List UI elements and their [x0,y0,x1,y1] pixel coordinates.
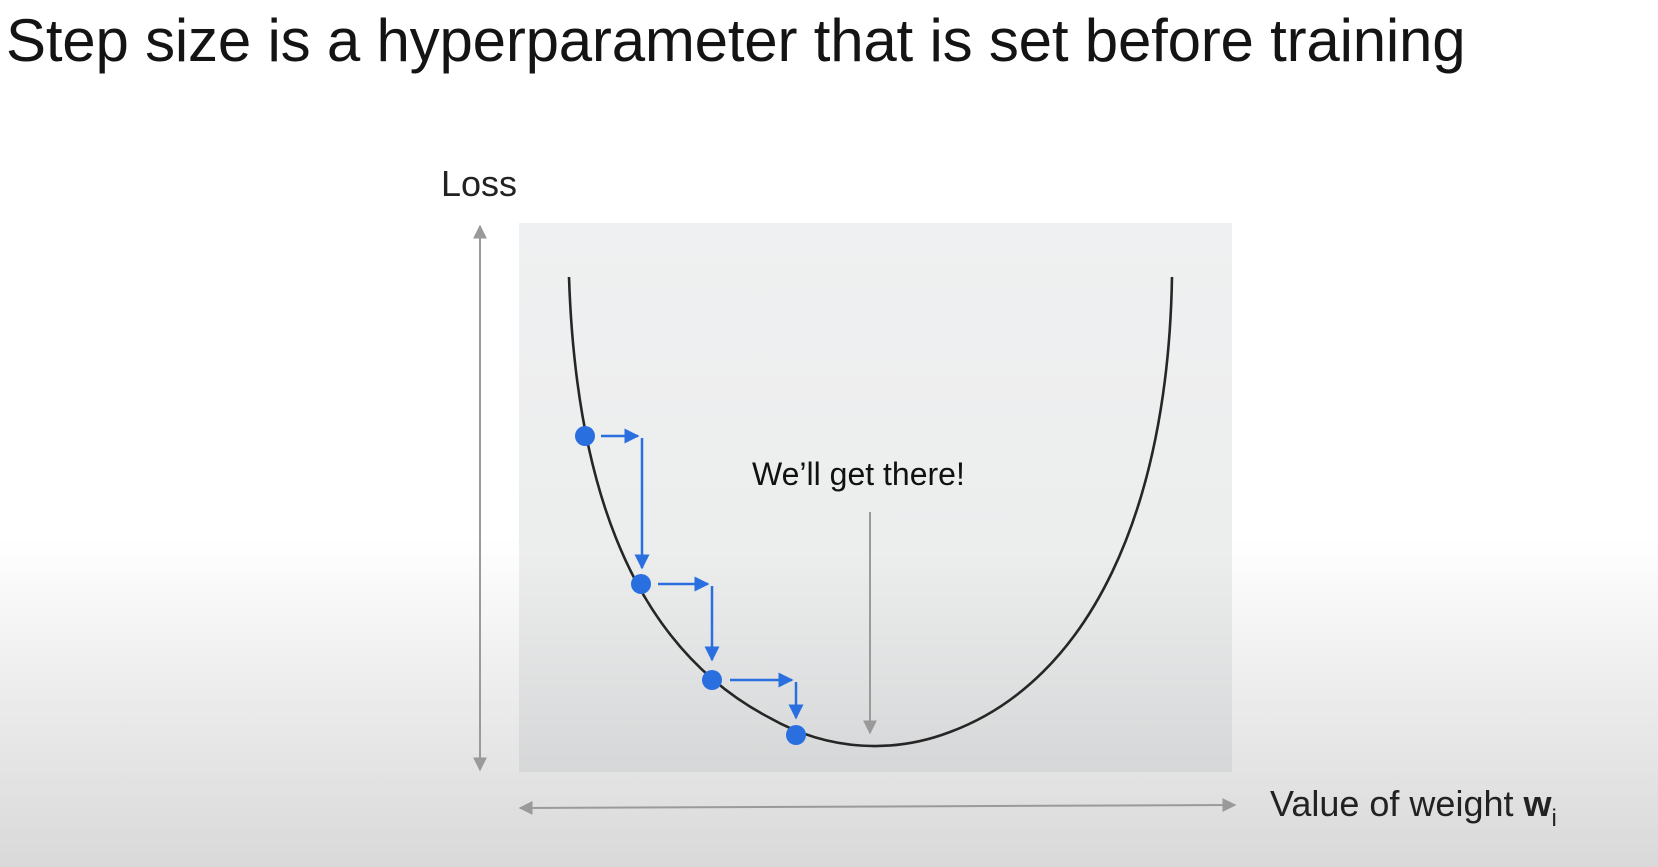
step-point-1 [575,426,595,446]
step-point-2 [631,574,651,594]
y-axis-label: Loss [441,163,517,204]
step-point-3 [702,670,722,690]
slide-title: Step size is a hyperparameter that is se… [6,7,1466,74]
x-axis-label-text: Value of weight [1270,783,1514,824]
loss-curve [567,276,1174,748]
x-axis-subscript: i [1552,805,1557,832]
x-axis-label: Value of weight wi [1270,783,1557,832]
gradient-steps [601,428,804,720]
x-axis-arrow [518,798,1237,815]
step-point-4 [786,725,806,745]
step-points [575,426,806,745]
x-axis-symbol: w [1523,783,1553,824]
plot-panel [519,223,1232,772]
annotation-text: We’ll get there! [752,456,965,492]
